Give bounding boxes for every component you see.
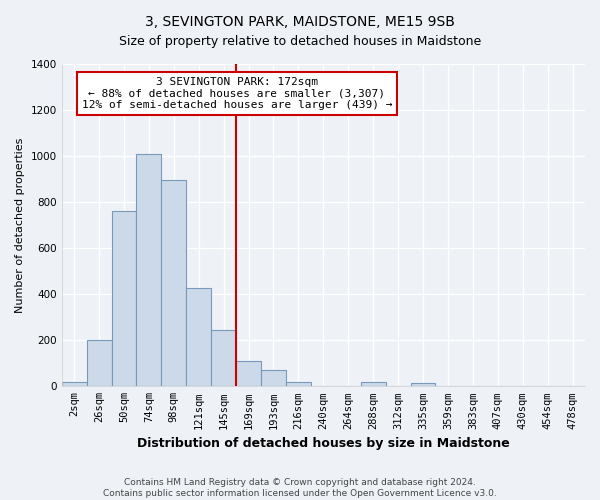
Text: 3, SEVINGTON PARK, MAIDSTONE, ME15 9SB: 3, SEVINGTON PARK, MAIDSTONE, ME15 9SB (145, 15, 455, 29)
Bar (361, 382, 386, 386)
Bar (136, 154, 161, 386)
Text: Size of property relative to detached houses in Maidstone: Size of property relative to detached ho… (119, 35, 481, 48)
Bar (186, 288, 211, 386)
Bar (236, 361, 261, 386)
Bar (410, 383, 436, 386)
Bar (161, 180, 186, 386)
X-axis label: Distribution of detached houses by size in Maidstone: Distribution of detached houses by size … (137, 437, 510, 450)
Bar (286, 382, 311, 386)
Bar (86, 340, 112, 386)
Bar (62, 382, 86, 386)
Text: Contains HM Land Registry data © Crown copyright and database right 2024.
Contai: Contains HM Land Registry data © Crown c… (103, 478, 497, 498)
Y-axis label: Number of detached properties: Number of detached properties (15, 138, 25, 313)
Text: 3 SEVINGTON PARK: 172sqm
← 88% of detached houses are smaller (3,307)
12% of sem: 3 SEVINGTON PARK: 172sqm ← 88% of detach… (82, 77, 392, 110)
Bar (261, 370, 286, 386)
Bar (112, 212, 136, 386)
Bar (211, 330, 236, 386)
